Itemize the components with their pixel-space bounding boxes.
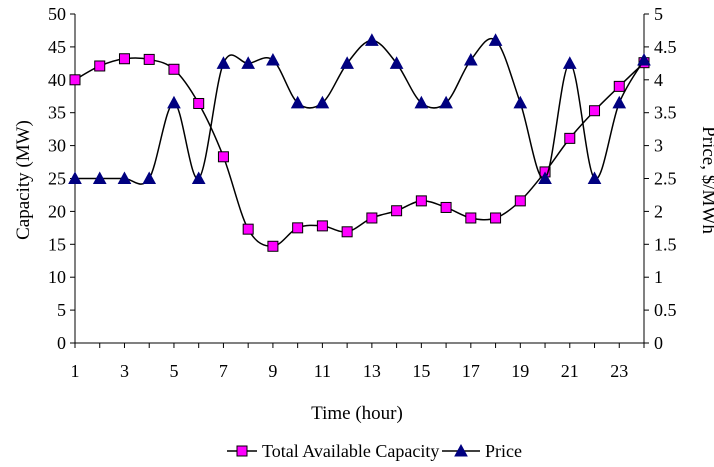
y-tick-label-right: 1: [654, 267, 663, 287]
x-tick-label: 17: [462, 361, 480, 381]
data-point: [439, 95, 453, 109]
y-tick-label-right: 3: [654, 136, 663, 156]
data-point: [292, 222, 304, 234]
y-tick-label-right: 0: [654, 333, 663, 353]
y-tick-label-right: 4.5: [654, 37, 677, 57]
y-tick-label-left: 25: [48, 169, 66, 189]
data-point: [290, 95, 305, 109]
legend-marker-price: [454, 443, 468, 457]
data-point: [564, 132, 576, 144]
data-point: [562, 56, 577, 69]
y-tick-label-left: 40: [48, 70, 66, 90]
data-point: [68, 171, 82, 184]
y-tick-label-right: 3.5: [654, 103, 677, 123]
data-point: [92, 171, 107, 184]
data-point: [366, 212, 378, 224]
y-tick-label-right: 4: [654, 70, 663, 90]
y-axis-title-left: Capacity (MW): [13, 120, 34, 240]
y-tick-label-left: 45: [48, 37, 66, 57]
data-point: [414, 95, 429, 109]
x-tick-label: 5: [169, 361, 178, 381]
x-tick-label: 3: [120, 361, 129, 381]
data-point: [514, 195, 526, 207]
y-tick-label-left: 10: [48, 267, 66, 287]
legend: Total Available Capacity Price: [227, 441, 522, 461]
data-point: [191, 171, 206, 184]
y-tick-label-left: 30: [48, 136, 66, 156]
data-point: [168, 63, 180, 75]
data-point: [538, 171, 552, 184]
y-tick-label-right: 2.5: [654, 169, 677, 189]
x-tick-label: 13: [363, 361, 381, 381]
data-point: [143, 53, 155, 65]
series-layer: [68, 33, 651, 252]
data-point: [587, 171, 602, 184]
data-point: [315, 95, 330, 109]
x-tick-label: 19: [511, 361, 529, 381]
data-point: [217, 151, 229, 163]
data-point: [440, 201, 452, 213]
y-tick-label-left: 15: [48, 234, 66, 254]
legend-marker-capacity: [236, 445, 248, 457]
data-point: [167, 95, 181, 109]
x-tick-label: 21: [561, 361, 579, 381]
data-point: [267, 240, 279, 252]
data-point: [193, 97, 205, 109]
data-point: [316, 220, 328, 232]
data-point: [365, 33, 379, 46]
data-point: [490, 212, 502, 224]
data-point: [340, 56, 354, 69]
y-tick-label-left: 0: [57, 333, 66, 353]
data-point: [612, 95, 627, 109]
legend-label-price: Price: [485, 441, 522, 461]
legend-label-capacity: Total Available Capacity: [262, 441, 439, 461]
data-point: [488, 33, 503, 46]
data-point: [465, 212, 477, 224]
series-line: [74, 57, 645, 248]
x-tick-label: 1: [71, 361, 80, 381]
data-point: [389, 56, 404, 69]
data-point: [513, 95, 528, 109]
data-point: [69, 74, 81, 86]
data-point: [463, 53, 478, 66]
y-axis-title-right: Price, $/MWh: [698, 126, 714, 234]
y-tick-label-left: 50: [48, 4, 66, 24]
y-tick-label-left: 20: [48, 201, 66, 221]
series-line: [75, 37, 645, 185]
x-tick-label: 23: [610, 361, 628, 381]
data-point: [613, 80, 625, 92]
y-tick-label-right: 0.5: [654, 300, 677, 320]
series-price: [68, 33, 651, 185]
ticks-layer: 0510152025303540455000.511.522.533.544.5…: [48, 4, 677, 381]
data-point: [94, 60, 106, 72]
data-point: [117, 171, 132, 184]
data-point: [391, 205, 403, 217]
y-tick-label-right: 2: [654, 201, 663, 221]
data-point: [266, 53, 280, 66]
x-tick-label: 7: [219, 361, 228, 381]
data-point: [142, 171, 157, 184]
data-point: [415, 195, 427, 207]
data-point: [637, 53, 651, 66]
data-point: [341, 226, 353, 238]
y-tick-label-left: 35: [48, 103, 66, 123]
x-tick-label: 9: [268, 361, 277, 381]
data-point: [216, 56, 231, 69]
data-point: [241, 56, 256, 69]
x-tick-label: 15: [412, 361, 430, 381]
x-axis-title: Time (hour): [311, 403, 403, 424]
y-tick-label-right: 5: [654, 4, 663, 24]
data-point: [118, 53, 130, 65]
axes-layer: [74, 14, 645, 344]
data-point: [589, 105, 601, 117]
data-point: [242, 223, 254, 235]
x-tick-label: 11: [314, 361, 331, 381]
y-tick-label-right: 1.5: [654, 234, 677, 254]
y-tick-label-left: 5: [57, 300, 66, 320]
